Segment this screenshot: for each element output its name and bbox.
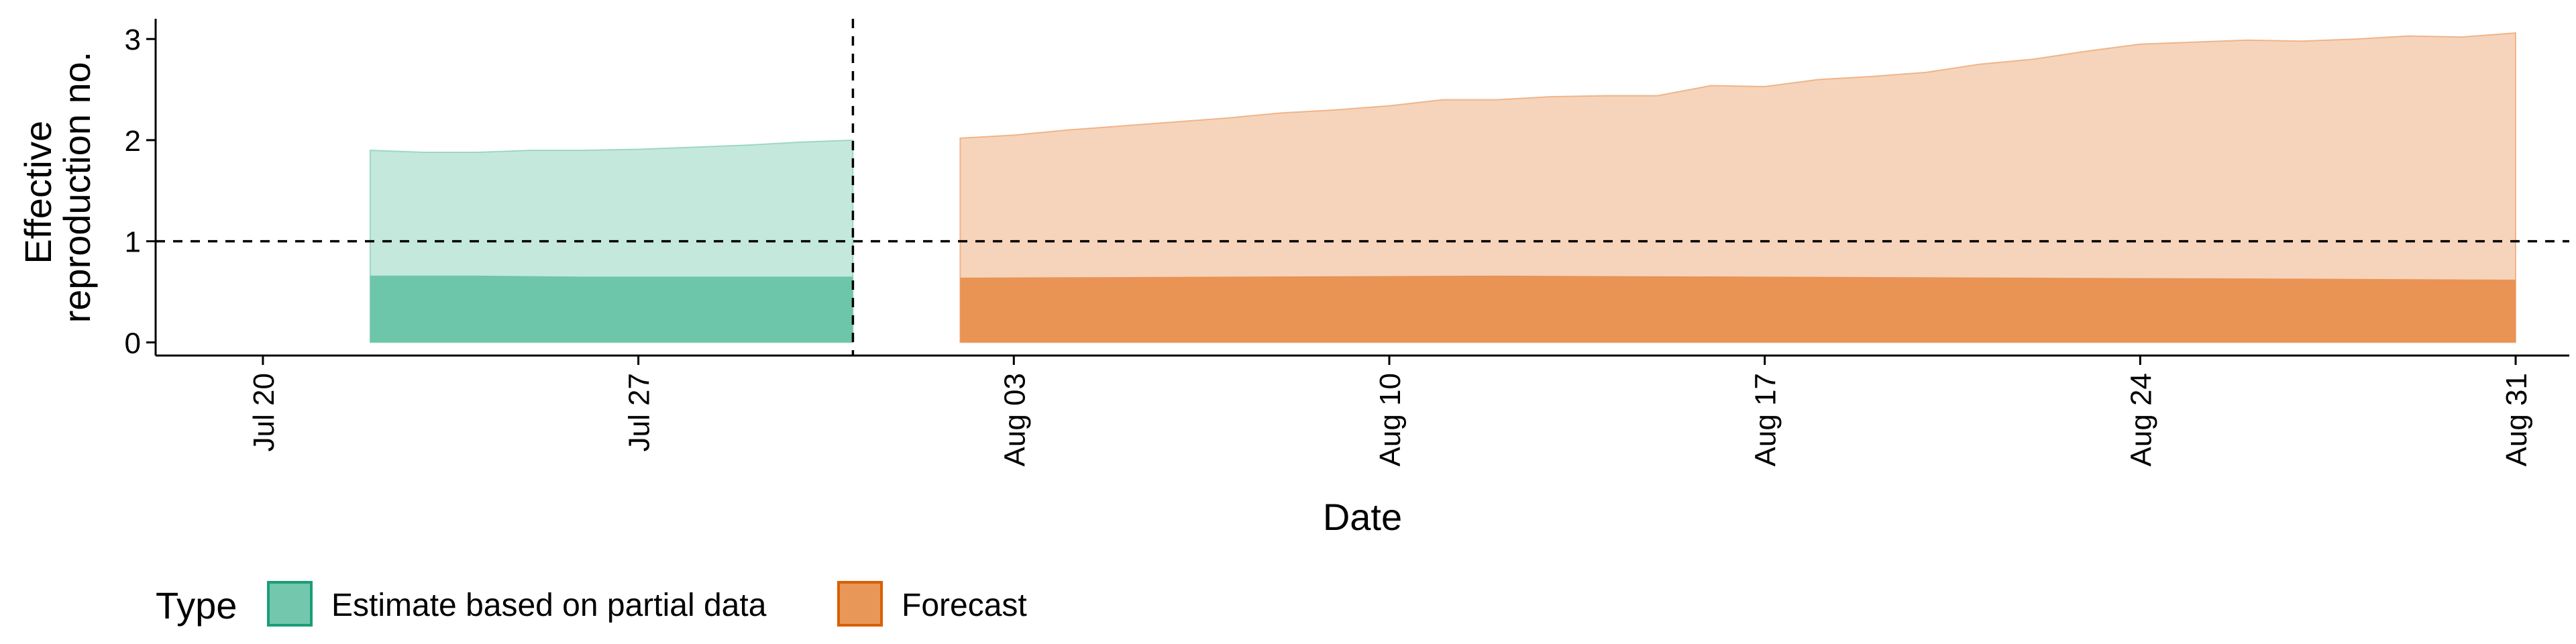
legend-label-forecast: Forecast bbox=[902, 588, 1027, 623]
x-tick-label: Aug 17 bbox=[1750, 373, 1782, 466]
legend: Type Estimate based on partial data Fore… bbox=[156, 581, 1027, 627]
plot-area bbox=[156, 19, 2569, 356]
y-tick-label: 3 bbox=[125, 23, 141, 56]
x-tick-label: Aug 03 bbox=[998, 373, 1031, 466]
y-tick-label: 1 bbox=[125, 226, 141, 259]
y-tick-label: 2 bbox=[125, 125, 141, 158]
legend-label-estimate: Estimate based on partial data bbox=[331, 588, 767, 623]
ribbon-inner-forecast bbox=[960, 275, 2516, 343]
x-tick-label: Jul 20 bbox=[248, 373, 280, 451]
legend-key-forecast bbox=[837, 581, 883, 627]
x-tick-label: Aug 24 bbox=[2125, 373, 2157, 466]
y-axis-title-line-1: Effective bbox=[17, 121, 59, 264]
axes: 0 1 2 3 Jul 20 Jul 27 Aug 03 Aug 10 Aug 17 Aug 24… bbox=[125, 19, 2569, 466]
y-axis-title-line-2: reproduction no. bbox=[56, 52, 98, 323]
legend-title: Type bbox=[156, 584, 237, 627]
x-tick-label: Aug 31 bbox=[2500, 373, 2533, 466]
y-tick-label: 0 bbox=[125, 327, 141, 360]
y-axis-title: Effective reproduction no. bbox=[17, 52, 98, 323]
ribbon-inner-estimate bbox=[370, 275, 853, 343]
legend-key-estimate bbox=[267, 581, 313, 627]
x-tick-label: Jul 27 bbox=[623, 373, 656, 451]
x-axis-title: Date bbox=[1323, 496, 1402, 538]
x-tick-label: Aug 10 bbox=[1374, 373, 1407, 466]
